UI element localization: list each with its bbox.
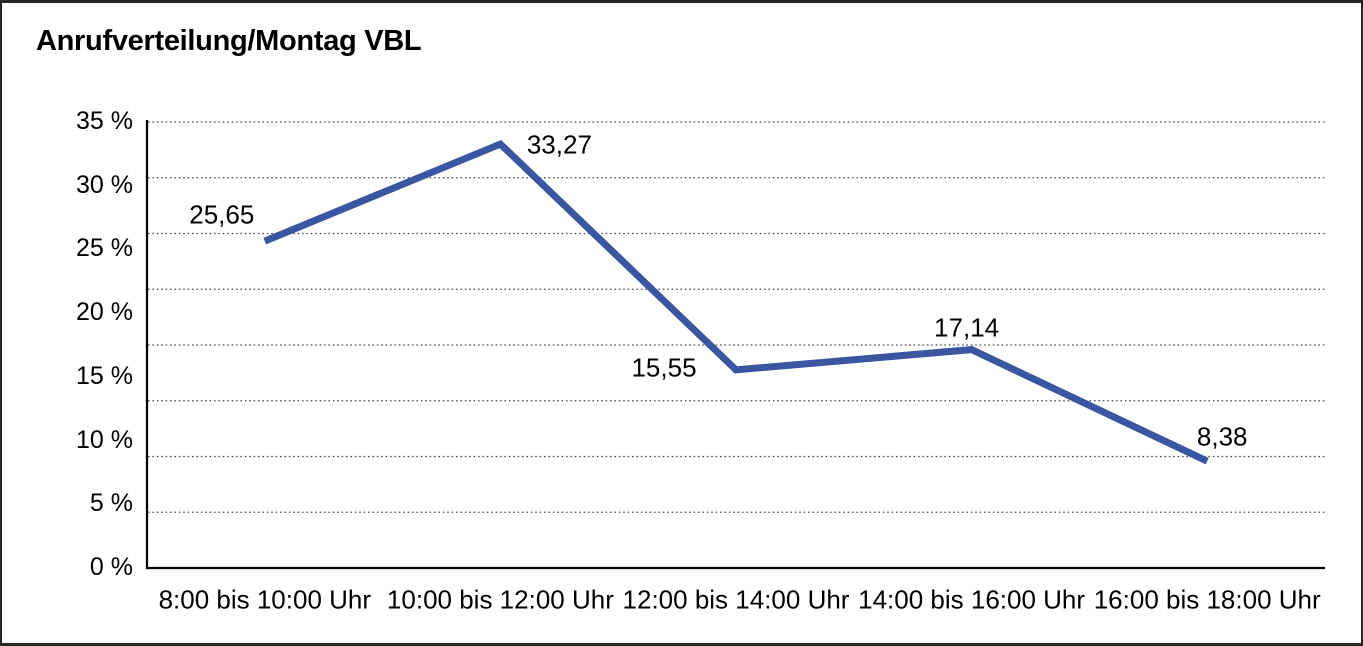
y-tick-label: 10 %	[76, 425, 133, 454]
y-tick-label: 5 %	[89, 489, 133, 518]
y-tick-label: 35 %	[76, 106, 133, 135]
data-point-label: 33,27	[526, 129, 592, 160]
line-chart-canvas	[145, 120, 1325, 570]
data-point-label: 8,38	[1196, 421, 1248, 452]
data-series-line	[263, 139, 1209, 465]
y-tick-label: 25 %	[76, 234, 133, 263]
data-point-label: 25,65	[189, 199, 255, 230]
y-tick-label: 30 %	[76, 170, 133, 199]
data-point-label: 17,14	[934, 312, 1000, 343]
y-tick-label: 0 %	[89, 552, 133, 581]
y-tick-label: 15 %	[76, 361, 133, 390]
chart-title: Anrufverteilung/Montag VBL	[36, 25, 422, 57]
y-tick-label: 20 %	[76, 298, 133, 327]
data-point-label: 15,55	[631, 352, 697, 383]
x-category-label: 12:00 bis 14:00 Uhr	[622, 584, 850, 615]
x-category-label: 16:00 bis 18:00 Uhr	[1093, 584, 1321, 615]
x-category-label: 14:00 bis 16:00 Uhr	[858, 584, 1086, 615]
x-category-label: 10:00 bis 12:00 Uhr	[386, 584, 614, 615]
x-category-label: 8:00 bis 10:00 Uhr	[158, 584, 372, 615]
